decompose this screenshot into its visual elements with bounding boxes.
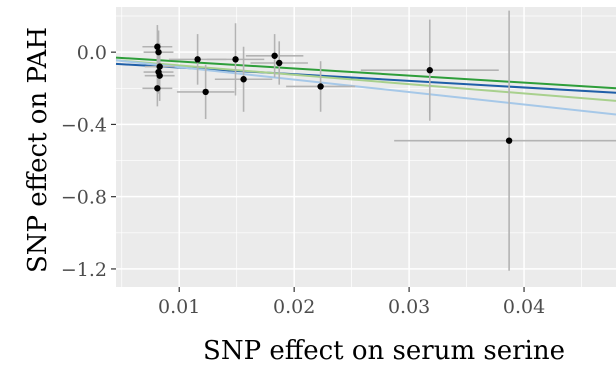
data-point (155, 48, 162, 56)
data-point (240, 76, 247, 83)
data-point (317, 83, 324, 90)
data-points (154, 43, 513, 144)
regression-line (115, 59, 616, 102)
y-axis-ticks: 0.0 −0.4 −0.8 −1.2 (61, 42, 116, 281)
data-point (426, 67, 433, 74)
regression-line (115, 59, 616, 116)
data-point (271, 52, 278, 59)
y-axis-title: SNP effect on PAH (23, 27, 53, 273)
data-point (156, 72, 163, 79)
data-point (194, 56, 201, 63)
x-tick-label: 0.03 (388, 296, 430, 318)
data-point (154, 85, 161, 92)
data-point (156, 63, 163, 70)
x-axis-title: SNP effect on serum serine (203, 336, 565, 366)
data-point (154, 43, 161, 50)
data-point (276, 59, 283, 67)
data-point (505, 137, 513, 144)
y-tick-label: 0.0 (77, 42, 107, 64)
x-tick-label: 0.04 (503, 296, 545, 318)
y-tick-label: −0.4 (61, 114, 107, 136)
gridlines (116, 7, 616, 287)
y-tick-label: −0.8 (61, 187, 107, 209)
data-point (202, 88, 209, 96)
y-tick-label: −1.2 (61, 259, 107, 281)
fit-lines (115, 56, 616, 116)
plot-panel (116, 7, 616, 287)
data-point (232, 56, 239, 63)
x-tick-label: 0.02 (273, 296, 315, 318)
x-tick-label: 0.01 (158, 296, 200, 318)
regression-line (115, 56, 616, 90)
x-axis-ticks: 0.01 0.02 0.03 0.04 (158, 287, 545, 318)
